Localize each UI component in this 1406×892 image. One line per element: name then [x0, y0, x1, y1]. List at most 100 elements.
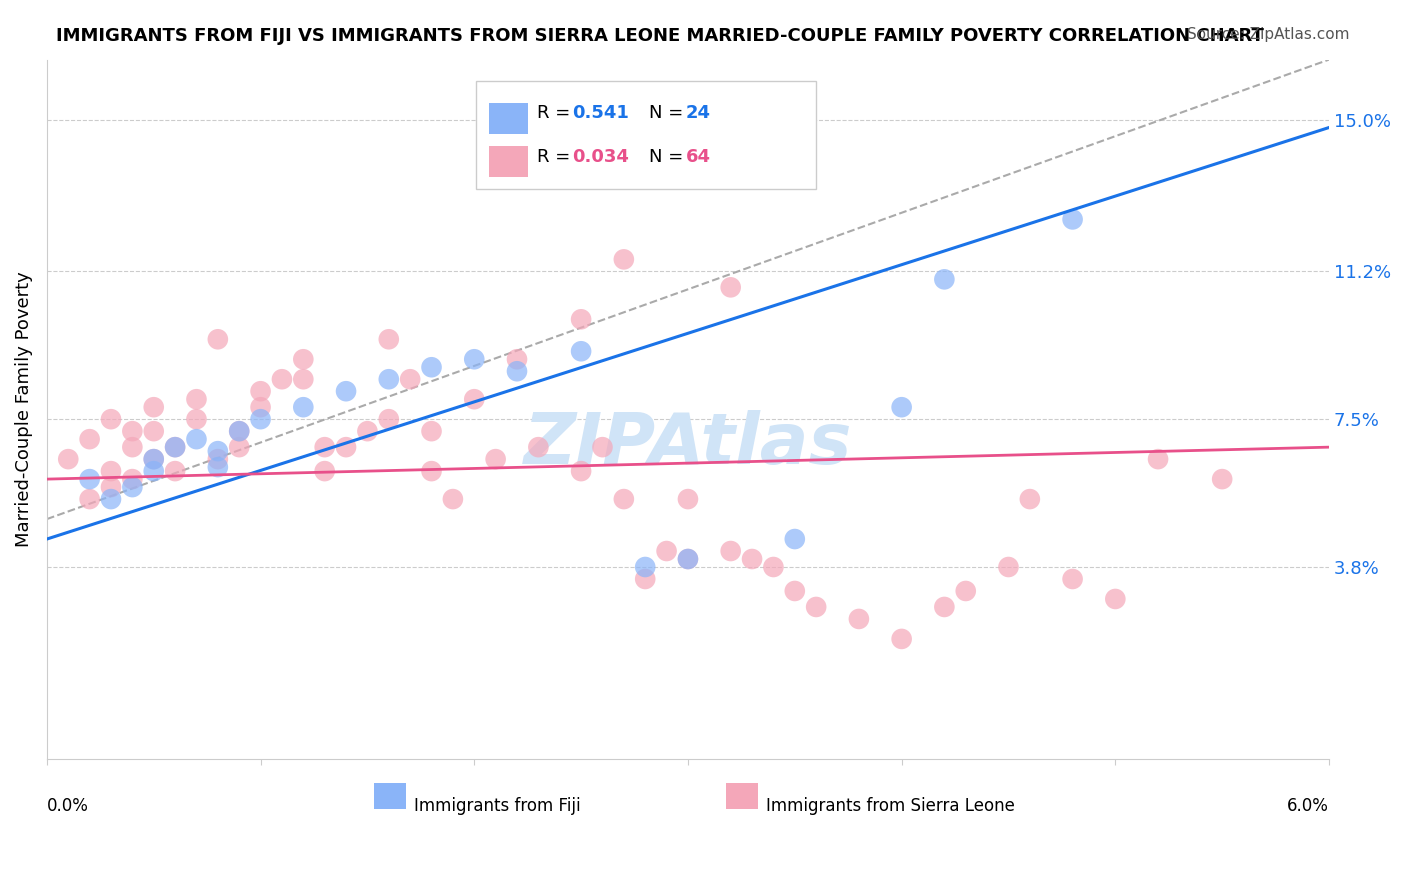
Text: IMMIGRANTS FROM FIJI VS IMMIGRANTS FROM SIERRA LEONE MARRIED-COUPLE FAMILY POVER: IMMIGRANTS FROM FIJI VS IMMIGRANTS FROM … [56, 27, 1264, 45]
Point [79, 472, 101, 486]
Text: Immigrants from Fiji: Immigrants from Fiji [413, 797, 581, 815]
Point [997, 560, 1019, 574]
Point [848, 612, 870, 626]
Point [378, 372, 401, 386]
Point [121, 440, 143, 454]
Point [292, 352, 315, 367]
Point [741, 552, 763, 566]
Point [1018, 492, 1040, 507]
Point [890, 632, 912, 646]
Text: R =: R = [537, 148, 569, 167]
Bar [477, 80, 815, 189]
Point [378, 412, 401, 426]
Point [207, 332, 229, 346]
Point [676, 552, 699, 566]
Text: 64: 64 [685, 148, 710, 167]
Point [79, 432, 101, 446]
Point [142, 452, 165, 467]
Point [655, 544, 678, 558]
Point [356, 424, 378, 438]
Y-axis label: Married-Couple Family Poverty: Married-Couple Family Poverty [15, 271, 32, 547]
Point [165, 440, 187, 454]
Bar [489, 145, 527, 178]
Bar [727, 782, 758, 809]
Point [934, 599, 956, 614]
Bar [489, 103, 527, 135]
Point [228, 440, 250, 454]
Point [569, 344, 592, 359]
Point [441, 492, 464, 507]
Point [100, 492, 122, 507]
Text: ZIPAtlas: ZIPAtlas [523, 409, 852, 479]
Text: Immigrants from Sierra Leone: Immigrants from Sierra Leone [766, 797, 1015, 815]
Point [762, 560, 785, 574]
Point [569, 464, 592, 478]
Point [292, 372, 315, 386]
Point [100, 412, 122, 426]
Point [249, 384, 271, 399]
Text: N =: N = [650, 148, 683, 167]
Point [165, 464, 187, 478]
Point [207, 444, 229, 458]
Point [569, 312, 592, 326]
Text: N =: N = [650, 103, 683, 121]
Point [100, 480, 122, 494]
Point [463, 352, 485, 367]
Point [314, 440, 336, 454]
Point [121, 480, 143, 494]
Point [121, 424, 143, 438]
Point [228, 424, 250, 438]
Text: 0.0%: 0.0% [46, 797, 89, 815]
Point [720, 280, 742, 294]
Point [1062, 572, 1084, 586]
Point [506, 352, 529, 367]
Point [271, 372, 294, 386]
Text: 0.541: 0.541 [572, 103, 630, 121]
Bar [374, 782, 406, 809]
Point [676, 492, 699, 507]
Point [399, 372, 422, 386]
Point [142, 452, 165, 467]
Point [485, 452, 508, 467]
Point [1062, 212, 1084, 227]
Point [804, 599, 827, 614]
Text: 0.034: 0.034 [572, 148, 630, 167]
Text: Source: ZipAtlas.com: Source: ZipAtlas.com [1187, 27, 1350, 42]
Point [613, 252, 636, 267]
Point [142, 464, 165, 478]
Point [592, 440, 614, 454]
Point [676, 552, 699, 566]
Point [378, 332, 401, 346]
Point [634, 572, 657, 586]
Text: 24: 24 [685, 103, 710, 121]
Point [186, 412, 208, 426]
Point [186, 392, 208, 407]
Point [613, 492, 636, 507]
Point [207, 452, 229, 467]
Point [207, 460, 229, 475]
Point [720, 544, 742, 558]
Point [1211, 472, 1233, 486]
Point [1104, 591, 1126, 606]
Point [228, 424, 250, 438]
Point [463, 392, 485, 407]
Point [634, 560, 657, 574]
Point [420, 424, 443, 438]
Point [249, 412, 271, 426]
Point [186, 432, 208, 446]
Point [420, 464, 443, 478]
Point [783, 584, 806, 599]
Point [165, 440, 187, 454]
Point [890, 400, 912, 414]
Point [335, 384, 357, 399]
Point [142, 424, 165, 438]
Point [249, 400, 271, 414]
Point [100, 464, 122, 478]
Point [506, 364, 529, 378]
Point [335, 440, 357, 454]
Point [58, 452, 80, 467]
Point [292, 400, 315, 414]
Point [783, 532, 806, 546]
Point [420, 360, 443, 375]
Point [955, 584, 977, 599]
